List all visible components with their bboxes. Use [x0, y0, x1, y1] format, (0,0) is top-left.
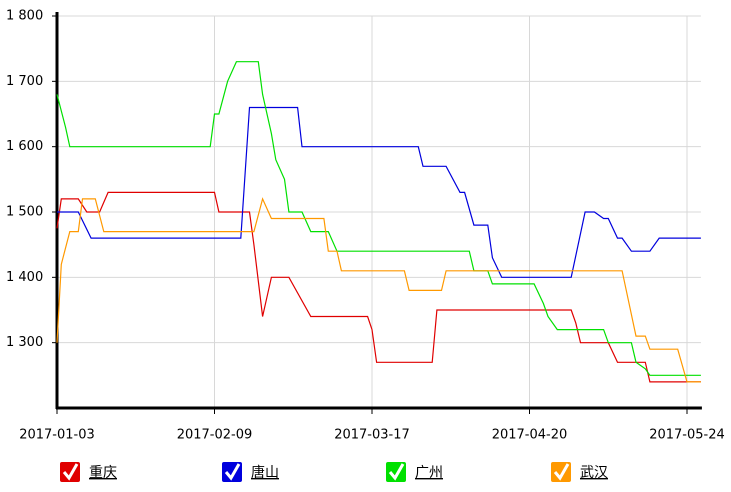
x-tick-label: 2017-03-17: [334, 428, 410, 443]
y-tick-label: 1 700: [6, 74, 43, 89]
legend-label[interactable]: 唐山: [251, 464, 279, 481]
legend-item[interactable]: 武汉: [551, 462, 608, 482]
x-tick-label: 2017-02-09: [177, 428, 253, 443]
series-line: [56, 61, 701, 376]
legend-item[interactable]: 重庆: [60, 462, 117, 482]
legend-label[interactable]: 重庆: [89, 465, 117, 481]
legend-check: [62, 463, 79, 481]
y-tick-label: 1 400: [6, 270, 43, 285]
legend-item[interactable]: 广州: [386, 462, 443, 482]
legend-check: [388, 463, 405, 481]
x-tick-label: 2017-01-03: [19, 428, 95, 443]
y-tick-label: 1 300: [6, 335, 43, 350]
y-tick-label: 1 600: [6, 139, 43, 154]
y-tick-label: 1 500: [6, 205, 43, 220]
series-line: [56, 191, 701, 383]
x-tick-label: 2017-05-24: [649, 428, 725, 443]
series-line: [56, 197, 701, 383]
legend-check: [553, 463, 570, 481]
y-tick-label: 1 800: [6, 9, 43, 24]
legend-label[interactable]: 广州: [415, 465, 443, 481]
legend-check: [224, 463, 241, 481]
legend-item[interactable]: 唐山: [222, 462, 279, 482]
legend-label[interactable]: 武汉: [580, 465, 608, 481]
x-tick-label: 2017-04-20: [492, 428, 568, 443]
